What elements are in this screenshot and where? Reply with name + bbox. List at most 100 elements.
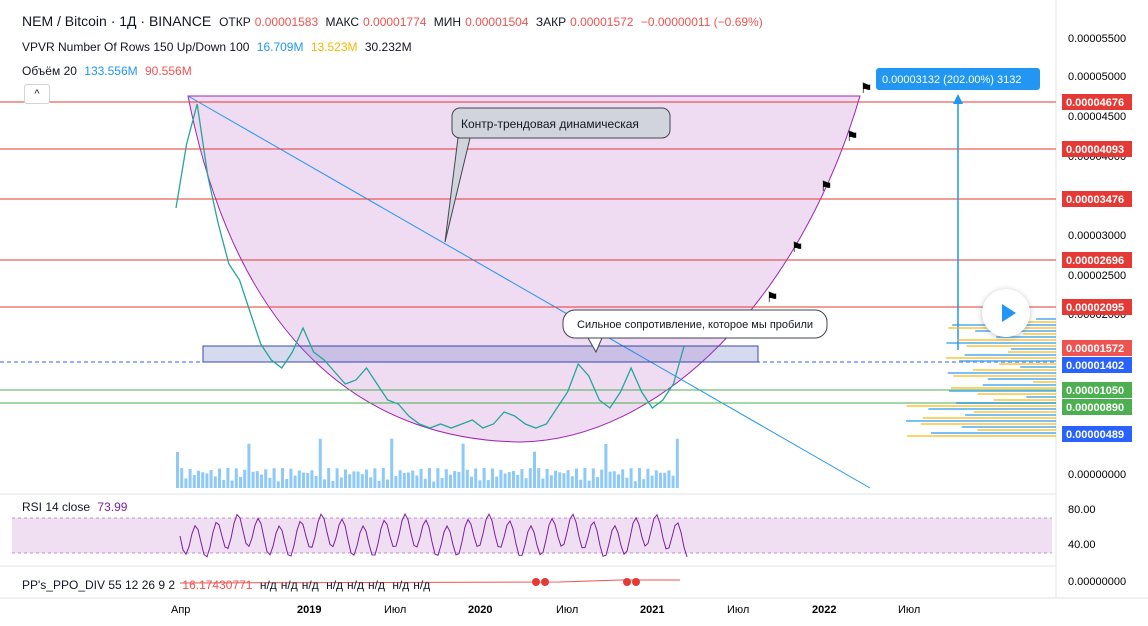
- volume-profile-row: [951, 387, 1056, 389]
- volume-bar: [360, 474, 364, 488]
- volume-bar: [453, 471, 457, 488]
- volume-profile-row: [998, 363, 1056, 365]
- volume-profile-row: [973, 369, 1056, 371]
- volume-bar: [255, 471, 259, 488]
- volume-bar: [625, 477, 629, 488]
- volume-bar: [474, 468, 478, 488]
- volume-bar: [423, 478, 427, 488]
- time-label: 2021: [640, 604, 664, 616]
- volume-bar: [377, 480, 381, 488]
- volume-bar: [633, 481, 637, 488]
- volume-profile-row: [947, 372, 1056, 374]
- volume-profile-row: [949, 390, 1056, 392]
- volume-bar: [419, 468, 423, 488]
- volume-bar: [293, 475, 297, 488]
- play-button[interactable]: [982, 289, 1030, 337]
- time-label: Апр: [171, 604, 190, 616]
- bowl-shape: [187, 95, 861, 443]
- volume-bar: [654, 470, 658, 488]
- volume-bar: [617, 474, 620, 488]
- volume-bar: [558, 472, 562, 488]
- flag-icon: ⚑: [820, 178, 833, 194]
- ppo-dot: [541, 578, 549, 586]
- volume-bar: [297, 470, 301, 488]
- volume-bar: [310, 470, 314, 488]
- time-label: Июл: [898, 604, 920, 616]
- flag-icon: ⚑: [846, 128, 859, 144]
- volume-profile-row: [982, 384, 1056, 386]
- volume-bar: [587, 480, 591, 488]
- volume-profile-row: [922, 417, 1056, 419]
- volume-profile-row: [946, 342, 1056, 344]
- ppo-legend[interactable]: PP's_PPO_DIV 55 12 26 9 2 16.17430771 н/…: [22, 578, 431, 592]
- support-badge: 0.00001050: [1066, 385, 1124, 397]
- volume-bar: [176, 452, 179, 488]
- volume-profile-row: [966, 345, 1056, 347]
- volume-bar: [436, 468, 440, 488]
- volume-bar: [629, 468, 633, 488]
- volume-profile-row: [996, 336, 1056, 338]
- volume-bars: [176, 438, 679, 488]
- collapse-button[interactable]: ^: [24, 84, 50, 104]
- volume-bar: [667, 470, 671, 488]
- time-label: Июл: [556, 604, 578, 616]
- volume-bar: [243, 469, 247, 488]
- ppo-dot: [632, 578, 640, 586]
- volume-bar: [457, 471, 461, 488]
- axis-label: 0.00000000: [1068, 469, 1126, 481]
- callout-box: [451, 107, 671, 139]
- volume-bar: [444, 469, 448, 488]
- volume-bar: [491, 468, 494, 488]
- volume-bar: [247, 443, 251, 488]
- rsi-legend[interactable]: RSI 14 close 73.99: [22, 500, 128, 514]
- symbol-title[interactable]: NEM / Bitcoin · 1Д · BINANCE: [22, 13, 212, 29]
- volume-bar: [545, 468, 549, 488]
- volume-bar: [461, 443, 465, 488]
- volume-bar: [352, 471, 356, 488]
- volume-bar: [575, 468, 578, 488]
- volume-profile-row: [965, 414, 1056, 416]
- volume-bar: [335, 468, 339, 488]
- volume-profile-row: [1032, 381, 1056, 383]
- ppo-dot: [532, 578, 540, 586]
- support-badge: 0.00000890: [1066, 402, 1124, 414]
- volume-bar: [533, 451, 536, 488]
- volume-bar: [197, 470, 200, 488]
- volume-profile-row: [1036, 318, 1056, 320]
- volume-bar: [465, 469, 469, 488]
- volume-profile-row: [959, 360, 1056, 362]
- vpvr-legend[interactable]: VPVR Number Of Rows 150 Up/Down 100 16.7…: [22, 40, 412, 54]
- low-badge: 0.00000489: [1066, 429, 1124, 441]
- level-badge: 0.00004093: [1066, 144, 1124, 156]
- volume-bar: [512, 470, 515, 488]
- volume-bar: [516, 474, 520, 488]
- volume-bar: [507, 472, 511, 488]
- rsi-tick: 80.00: [1068, 504, 1096, 516]
- time-label: 2022: [812, 604, 836, 616]
- ppo-dot: [623, 578, 631, 586]
- measure-arrowhead: [953, 94, 963, 104]
- axis-label: 0.00002500: [1068, 270, 1126, 282]
- trend-line: [187, 95, 871, 489]
- callout-text-1: Контр-трендовая динамическая: [461, 117, 639, 131]
- volume-bar: [549, 475, 553, 488]
- volume-profile-row: [906, 420, 1056, 422]
- volume-bar: [276, 481, 280, 488]
- volume-bar: [432, 481, 436, 488]
- volume-bar: [604, 443, 608, 488]
- volume-bar: [281, 468, 284, 488]
- volume-bar: [272, 468, 276, 488]
- volume-bar: [566, 470, 570, 488]
- volume-bar: [411, 470, 415, 488]
- volume-bar: [234, 468, 238, 488]
- volume-bar: [537, 468, 541, 488]
- volume-bar: [638, 468, 641, 488]
- volume-profile-row: [953, 375, 1056, 377]
- time-label: Июл: [727, 604, 749, 616]
- volume-legend[interactable]: Объём 20 133.556M 90.556M: [22, 64, 192, 78]
- volume-bar: [218, 468, 221, 488]
- volume-bar: [524, 478, 528, 488]
- chart-title-row: NEM / Bitcoin · 1Д · BINANCE ОТКР 0.00001…: [22, 13, 763, 29]
